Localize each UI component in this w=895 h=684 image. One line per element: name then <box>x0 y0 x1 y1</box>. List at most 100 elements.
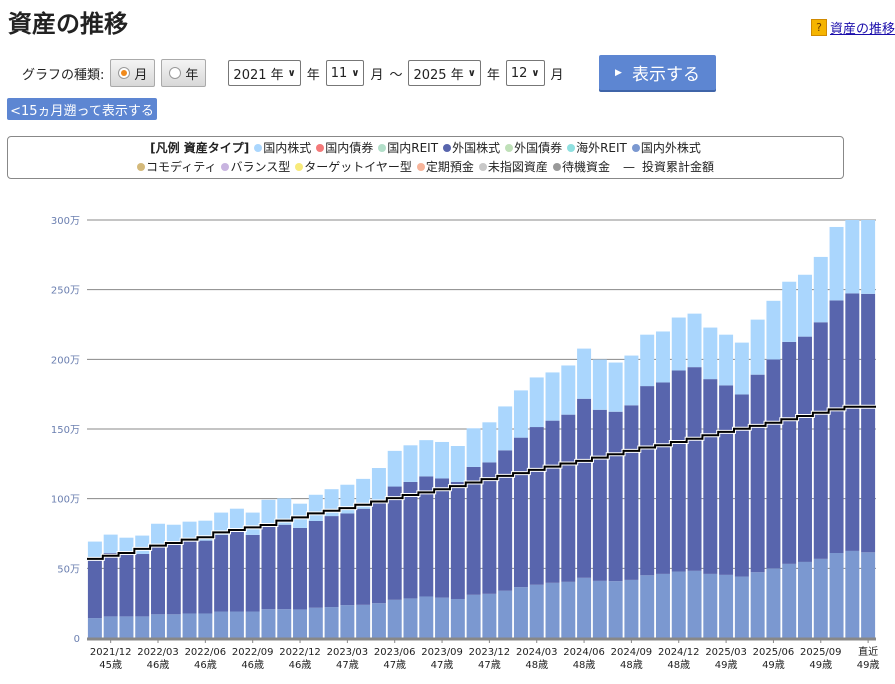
bar-segment <box>703 573 718 638</box>
bar-segment <box>151 614 165 638</box>
legend-item: 外国株式 <box>443 140 500 156</box>
x-tick-label: 2025/06 <box>753 647 795 658</box>
bar-segment <box>624 405 639 580</box>
to-month-select[interactable]: 12 ∨ <box>505 60 545 86</box>
x-tick-age: 46歳 <box>147 659 170 671</box>
radio-year-label: 年 <box>185 67 199 83</box>
legend-swatch <box>552 163 561 171</box>
x-tick-label: 2023/09 <box>421 647 463 658</box>
to-year-select[interactable]: 2025 年 ∨ <box>408 60 481 86</box>
bar-segment <box>655 331 670 383</box>
period-controls: グラフの種類: 月 年 2021 年 ∨ 年 11 ∨ 月 ～ 2025 年 ∨ 年 … <box>22 58 564 88</box>
bar-segment <box>371 468 386 502</box>
x-tick-label: 2022/06 <box>185 647 227 658</box>
legend-swatch <box>221 163 230 171</box>
legend-item: 国内債券 <box>316 140 373 156</box>
bar-segment <box>214 512 229 535</box>
x-tick-age: 47歳 <box>336 659 359 671</box>
bar-segment <box>798 274 812 337</box>
from-month-select[interactable]: 11 ∨ <box>325 60 365 86</box>
bar-segment <box>719 574 734 638</box>
bar-segment <box>861 220 876 294</box>
line-swatch: — <box>622 160 635 174</box>
y-tick-label: 150万 <box>51 425 80 436</box>
x-tick-age: 47歳 <box>431 659 454 671</box>
legend-item: コモディティ <box>137 159 216 175</box>
x-tick-label: 2022/12 <box>279 647 321 658</box>
bar-segment <box>608 581 623 638</box>
legend-swatch <box>631 144 640 152</box>
bar-segment <box>340 513 355 606</box>
legend-label: 未指図資産 <box>487 160 548 174</box>
legend-swatch <box>295 163 304 171</box>
x-tick-label: 2024/03 <box>516 647 558 658</box>
bar-segment <box>529 584 544 638</box>
bar-segment <box>387 486 402 600</box>
radio-month[interactable]: 月 <box>110 59 156 87</box>
legend-swatch <box>254 144 263 152</box>
help-link-group[interactable]: ? 資産の推移 <box>810 18 895 37</box>
chevron-down-icon: ∨ <box>467 67 476 79</box>
bar-segment <box>403 481 418 599</box>
x-tick-label: 2024/09 <box>611 647 653 658</box>
bar-segment <box>135 535 150 554</box>
x-tick-label: 2022/09 <box>232 647 274 658</box>
graph-type-label: グラフの種類: <box>22 67 105 83</box>
bar-segment <box>135 616 150 638</box>
from-year-select[interactable]: 2021 年 ∨ <box>228 60 301 86</box>
bar-segment <box>166 614 181 638</box>
bar-segment <box>466 466 481 595</box>
x-tick-age: 46歳 <box>241 659 264 671</box>
radio-dot <box>169 67 182 79</box>
legend-label: 定期預金 <box>425 160 474 174</box>
from-year-value: 2021 年 <box>233 67 284 83</box>
bar-segment <box>782 281 797 342</box>
bar-segment <box>798 561 812 638</box>
bar-segment <box>829 226 844 301</box>
cumulative-investment-line <box>87 405 876 560</box>
bar-segment <box>340 605 355 638</box>
bar-segment <box>608 411 623 582</box>
chevron-down-icon: ∨ <box>531 67 540 79</box>
bar-segment <box>592 580 607 638</box>
bar-segment <box>734 576 749 638</box>
bar-segment <box>671 370 686 572</box>
radio-year[interactable]: 年 <box>161 59 207 87</box>
bar-segment <box>135 553 150 617</box>
range-tilde: ～ <box>389 67 403 83</box>
bar-segment <box>229 611 244 638</box>
bar-segment <box>119 554 134 617</box>
x-tick-label: 2025/09 <box>800 647 842 658</box>
bar-segment <box>861 293 876 553</box>
legend-item: 国内外株式 <box>631 140 701 156</box>
bar-segment <box>782 341 797 564</box>
legend-label: 国内外株式 <box>640 141 701 155</box>
x-tick-age: 49歳 <box>762 659 785 671</box>
bar-segment <box>561 365 576 415</box>
question-icon: ? <box>810 19 827 36</box>
bar-segment <box>529 427 544 585</box>
x-tick-age: 47歳 <box>478 659 501 671</box>
bar-segment <box>293 609 308 638</box>
bar-segment <box>435 478 450 598</box>
bar-segment <box>214 611 229 638</box>
y-tick-label: 200万 <box>51 355 80 366</box>
x-tick-age: 49歳 <box>809 659 832 671</box>
legend-label: ターゲットイヤー型 <box>304 160 412 174</box>
help-link[interactable]: 資産の推移 <box>829 22 895 37</box>
legend-item: 国内REIT <box>378 140 438 156</box>
y-tick-label: 100万 <box>51 495 80 506</box>
x-tick-age: 46歳 <box>194 659 217 671</box>
back-15-months-button[interactable]: <15ヵ月遡って表示する <box>7 98 157 120</box>
bar-segment <box>87 557 102 619</box>
legend: [凡例 資産タイプ] 国内株式 国内債券 国内REIT 外国株式 外国債券 海外REIT 国内… <box>7 136 844 179</box>
bar-segment <box>435 597 450 638</box>
legend-swatch <box>443 144 452 152</box>
bar-segment <box>655 382 670 574</box>
y-tick-label: 250万 <box>51 286 80 297</box>
bar-segment <box>277 524 292 610</box>
page-title: 資産の推移 <box>8 10 128 38</box>
bar-segment <box>214 534 229 612</box>
show-button[interactable]: ▶ 表示する <box>599 55 716 90</box>
